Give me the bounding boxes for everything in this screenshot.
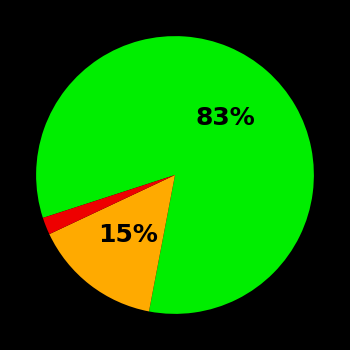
Wedge shape xyxy=(49,175,175,312)
Wedge shape xyxy=(43,175,175,234)
Text: 15%: 15% xyxy=(98,223,158,247)
Text: 83%: 83% xyxy=(196,106,255,130)
Wedge shape xyxy=(36,36,314,314)
